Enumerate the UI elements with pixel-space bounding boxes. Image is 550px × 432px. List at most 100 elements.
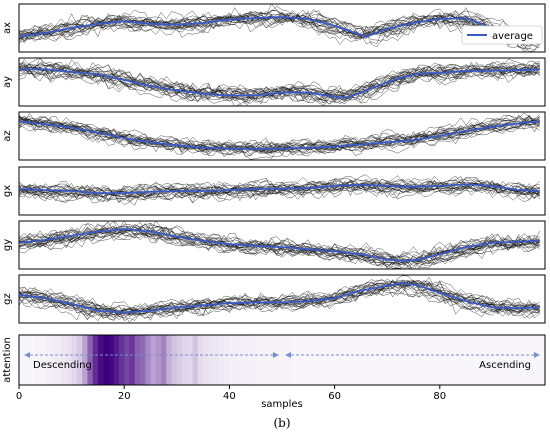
attention-cell bbox=[97, 335, 104, 385]
attention-cell bbox=[402, 335, 409, 385]
attention-cell bbox=[513, 335, 519, 385]
attention-cell bbox=[76, 335, 83, 385]
attention-cell bbox=[318, 335, 325, 385]
trace-line bbox=[19, 61, 540, 99]
panel-traces bbox=[19, 174, 540, 206]
panel-az: az bbox=[2, 111, 546, 161]
attention-cell bbox=[176, 335, 183, 385]
trace-line bbox=[19, 280, 540, 317]
x-axis-label: samples bbox=[261, 399, 303, 410]
attention-cell bbox=[534, 335, 541, 385]
attention-cell bbox=[424, 335, 430, 385]
attention-cell bbox=[103, 335, 109, 385]
trace-line bbox=[19, 276, 540, 317]
attention-cell bbox=[155, 335, 162, 385]
attention-cell bbox=[518, 335, 525, 385]
trace-line bbox=[19, 279, 540, 314]
trace-line bbox=[19, 9, 540, 39]
attention-cell bbox=[40, 335, 46, 385]
attention-cell bbox=[187, 335, 193, 385]
attention-cell bbox=[229, 335, 235, 385]
trace-line bbox=[19, 62, 540, 102]
trace-line bbox=[19, 176, 540, 203]
attention-cell bbox=[466, 335, 472, 385]
attention-cell bbox=[360, 335, 367, 385]
attention-cell bbox=[539, 335, 546, 385]
trace-line bbox=[19, 180, 540, 203]
panel-gy: gy bbox=[2, 220, 546, 270]
attention-cell bbox=[192, 335, 199, 385]
panel-gx: gx bbox=[2, 166, 546, 216]
attention-frame bbox=[18, 334, 546, 386]
attention-cell bbox=[55, 335, 62, 385]
average-line bbox=[19, 228, 540, 262]
attention-cell bbox=[497, 335, 504, 385]
attention-cell bbox=[255, 335, 262, 385]
attention-cell bbox=[71, 335, 78, 385]
attention-cell bbox=[334, 335, 341, 385]
trace-line bbox=[19, 65, 540, 105]
attention-cell bbox=[218, 335, 225, 385]
attention-cell bbox=[476, 335, 483, 385]
panel-ylabel: ax bbox=[2, 22, 13, 34]
panel-traces bbox=[19, 4, 540, 52]
attention-cell bbox=[376, 335, 383, 385]
attention-cell bbox=[266, 335, 272, 385]
trace-line bbox=[19, 279, 540, 319]
figure-caption: (b) bbox=[273, 416, 290, 430]
attention-cell bbox=[239, 335, 246, 385]
attention-cell bbox=[413, 335, 420, 385]
x-tick-label: 20 bbox=[118, 391, 131, 402]
attention-cell bbox=[355, 335, 362, 385]
trace-line bbox=[19, 225, 540, 265]
trace-line bbox=[19, 177, 540, 204]
attention-cell bbox=[150, 335, 157, 385]
panel-ylabel: ay bbox=[2, 76, 13, 88]
attention-cell bbox=[19, 335, 25, 385]
attention-cell bbox=[87, 335, 93, 385]
attention-cell bbox=[129, 335, 136, 385]
panel-ax: ax average bbox=[2, 3, 546, 53]
trace-line bbox=[19, 284, 540, 317]
panel-ylabel: gy bbox=[2, 239, 13, 251]
attention-cell bbox=[502, 335, 509, 385]
legend-box bbox=[461, 25, 543, 45]
attention-cell bbox=[203, 335, 209, 385]
attention-cell bbox=[381, 335, 388, 385]
attention-cell bbox=[345, 335, 351, 385]
attention-cell bbox=[287, 335, 293, 385]
average-line bbox=[19, 183, 540, 194]
range-label-descending: Descending bbox=[33, 360, 92, 371]
attention-cell bbox=[276, 335, 283, 385]
legend-label: average bbox=[492, 31, 533, 42]
attention-cell bbox=[245, 335, 251, 385]
attention-cell bbox=[124, 335, 130, 385]
attention-cell bbox=[460, 335, 467, 385]
panel-traces bbox=[19, 221, 540, 269]
attention-cell bbox=[392, 335, 399, 385]
average-line bbox=[19, 120, 540, 150]
trace-line bbox=[19, 279, 540, 318]
trace-line bbox=[19, 179, 540, 198]
sensor-panels: ax average ay az gx gy gz bbox=[2, 3, 546, 324]
attention-cell bbox=[118, 335, 125, 385]
attention-cell bbox=[108, 335, 114, 385]
attention-cell bbox=[234, 335, 241, 385]
panel-ylabel: gz bbox=[2, 293, 13, 305]
attention-cell bbox=[471, 335, 477, 385]
attention-cell bbox=[282, 335, 288, 385]
attention-cell bbox=[371, 335, 377, 385]
attention-cell bbox=[271, 335, 278, 385]
attention-cell bbox=[34, 335, 41, 385]
attention-cell bbox=[455, 335, 462, 385]
attention-cell bbox=[429, 335, 435, 385]
attention-cell bbox=[387, 335, 393, 385]
attention-cell bbox=[208, 335, 214, 385]
attention-cell bbox=[197, 335, 204, 385]
attention-cell bbox=[29, 335, 36, 385]
trace-line bbox=[19, 61, 540, 105]
attention-cell bbox=[434, 335, 441, 385]
average-line bbox=[19, 68, 540, 99]
trace-line bbox=[19, 114, 540, 157]
